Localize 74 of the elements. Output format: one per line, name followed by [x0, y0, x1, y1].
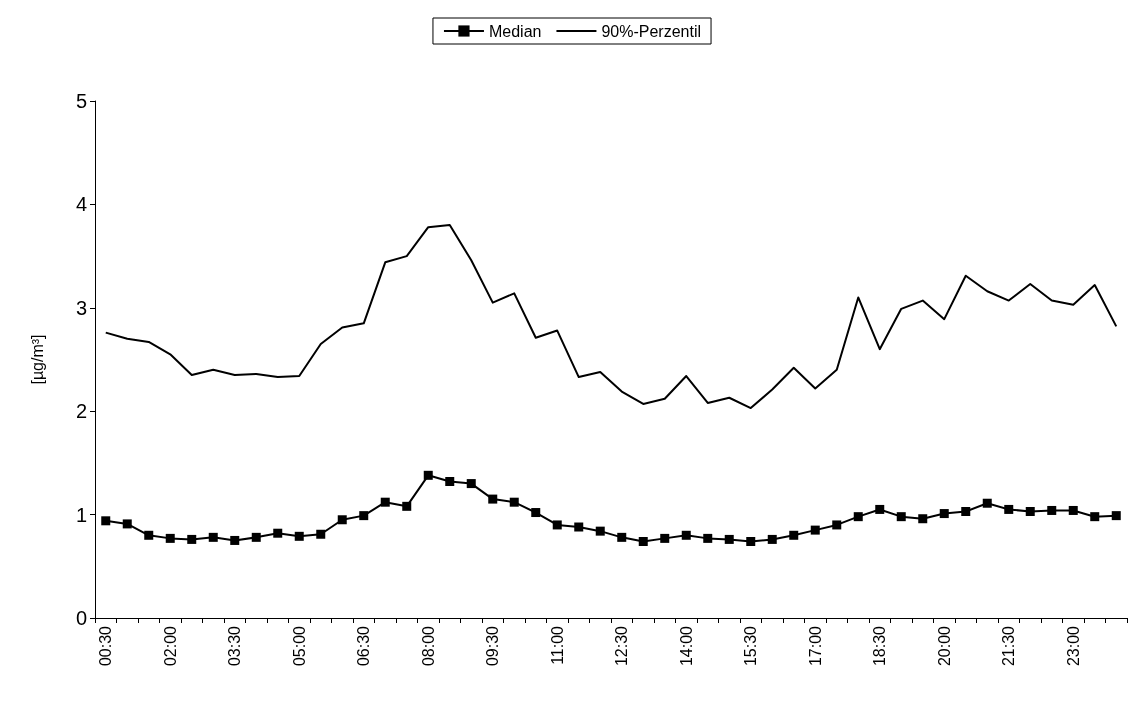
x-tick-label: 02:00 — [161, 625, 179, 667]
point — [875, 504, 885, 514]
x-tick-label: 21:30 — [1000, 625, 1018, 667]
x-tick-label: 14:00 — [677, 625, 695, 667]
x-tick-label: 08:00 — [419, 625, 437, 667]
point — [1047, 505, 1057, 515]
point — [402, 501, 412, 511]
point — [445, 477, 455, 487]
point — [939, 509, 949, 519]
point — [531, 508, 541, 518]
point — [101, 516, 111, 526]
point — [316, 529, 326, 539]
legend-label: 90%-Perzentil — [601, 22, 702, 40]
point — [832, 520, 842, 530]
point — [423, 470, 433, 480]
point — [961, 507, 971, 516]
x-tick-label: 15:30 — [742, 625, 760, 667]
y-tick-label: 0 — [75, 607, 87, 629]
point — [896, 512, 906, 522]
point — [294, 531, 304, 541]
point — [574, 522, 584, 532]
x-tick-label: 11:00 — [548, 625, 566, 665]
point — [251, 532, 261, 542]
line-series — [104, 224, 1118, 410]
y-tick-label: 2 — [75, 400, 87, 423]
legend-label: Median — [488, 22, 542, 40]
point — [746, 536, 756, 546]
point — [509, 497, 519, 507]
point — [724, 534, 734, 544]
point — [144, 530, 154, 540]
point — [918, 514, 928, 524]
point — [660, 533, 670, 543]
x-tick-label: 18:30 — [871, 625, 889, 667]
y-tick-label: 3 — [75, 296, 87, 319]
x-tick-label: 20:00 — [935, 625, 953, 667]
point — [337, 515, 347, 525]
point — [1025, 507, 1035, 516]
point — [1111, 511, 1121, 521]
y-axis-title: [µg/m³] — [28, 334, 46, 385]
point — [122, 519, 132, 529]
point — [767, 534, 777, 544]
x-tick-label: 06:30 — [355, 625, 373, 667]
point — [617, 532, 627, 542]
point — [187, 534, 197, 544]
x-tick-label: 12:30 — [613, 625, 631, 667]
point — [595, 526, 605, 536]
point — [703, 533, 713, 543]
point — [359, 511, 369, 521]
point — [789, 530, 799, 540]
x-tick-label: 17:00 — [806, 625, 824, 667]
point — [380, 497, 390, 507]
x-tick-label: 23:00 — [1064, 625, 1082, 667]
point — [488, 494, 498, 504]
y-tick-label: 4 — [75, 193, 87, 216]
y-tick-label: 5 — [75, 90, 87, 112]
point — [853, 512, 863, 522]
point — [1068, 505, 1078, 515]
point — [165, 533, 175, 543]
y-tick-label: 1 — [75, 503, 87, 526]
point — [638, 536, 648, 546]
point — [208, 532, 218, 542]
point — [552, 520, 562, 530]
x-tick-label: 05:00 — [290, 625, 308, 667]
point — [982, 498, 992, 508]
point — [1004, 504, 1014, 514]
point — [810, 525, 820, 535]
point — [466, 479, 476, 489]
point — [273, 528, 283, 538]
point — [230, 535, 240, 545]
x-tick-label: 09:30 — [484, 625, 502, 667]
x-tick-label: 03:30 — [226, 625, 244, 667]
x-tick-label: 00:30 — [97, 625, 115, 667]
point — [1090, 512, 1100, 522]
point — [681, 530, 691, 540]
